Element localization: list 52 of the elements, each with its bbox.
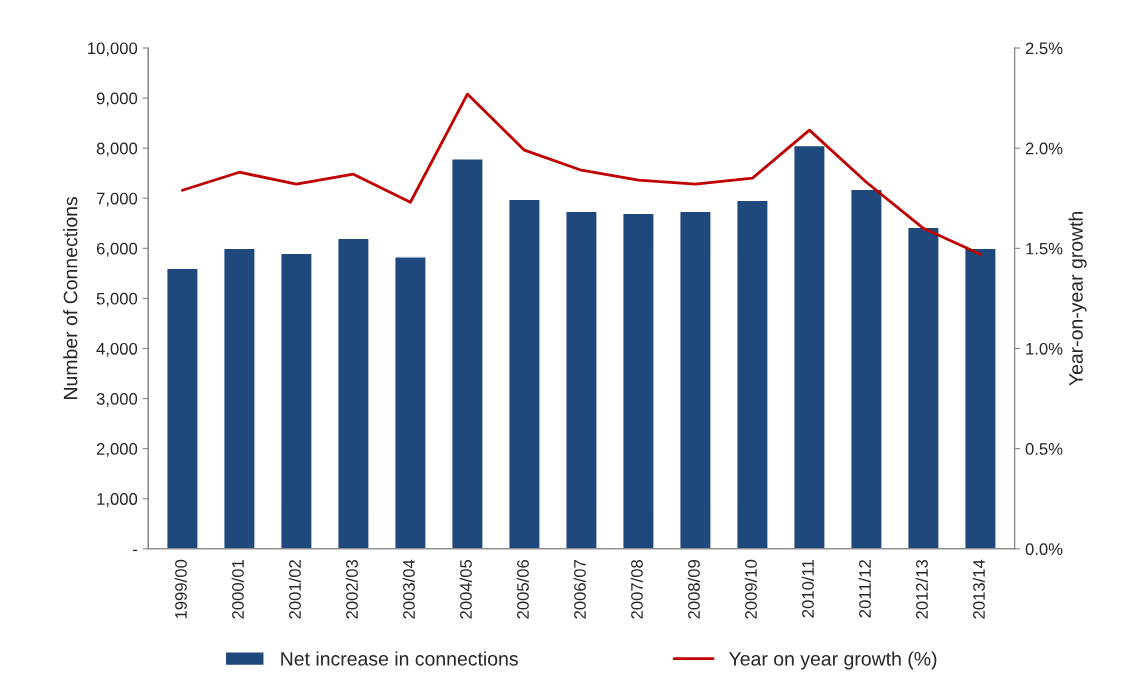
bar — [166, 267, 199, 549]
x-tick-label: 2007/08 — [630, 559, 643, 619]
x-tick-label: 2010/11 — [801, 560, 814, 618]
bar — [394, 256, 427, 549]
y2-tick-label: 1.5% — [1026, 242, 1063, 255]
bar — [736, 199, 769, 549]
bar — [508, 198, 541, 549]
y2-tick-label: 0.0% — [1025, 543, 1063, 555]
y2-tick-label: 0.5% — [1025, 443, 1063, 455]
y-tick-label: 6,000 — [96, 242, 138, 257]
x-tick-label: 2011/12 — [858, 560, 871, 618]
y-tick-label: 1,000 — [97, 493, 138, 507]
x-tick-label: 2005/06 — [516, 559, 529, 619]
bar — [280, 252, 313, 549]
x-tick-label: 2003/04 — [402, 559, 415, 619]
legend-label: Year on year growth (%) — [729, 651, 937, 670]
x-tick-label: 2009/10 — [744, 559, 757, 619]
bar — [907, 226, 940, 549]
y-tick-label: 2,000 — [96, 443, 138, 457]
y-tick-label: - — [132, 549, 138, 552]
y2-tick-label: 2.0% — [1025, 142, 1063, 155]
bar — [964, 247, 997, 549]
y-tick-label: 5,000 — [96, 292, 138, 307]
y-tick-label: 7,000 — [96, 192, 138, 207]
x-tick-label: 2002/03 — [345, 559, 358, 619]
legend-label: Net increase in connections — [281, 651, 518, 666]
line-series — [181, 92, 982, 256]
x-tick-label: 2012/13 — [915, 559, 928, 619]
x-tick-label: 2013/14 — [972, 559, 985, 619]
y-tick-label: 3,000 — [96, 392, 138, 407]
y-axis-title: Number of Connections — [63, 196, 78, 399]
x-tick-label: 2004/05 — [459, 559, 472, 619]
y-tick-label: 9,000 — [96, 92, 138, 107]
x-tick-label: 2006/07 — [573, 560, 586, 619]
x-tick-label: 2008/09 — [687, 560, 700, 619]
bar — [451, 157, 484, 549]
x-tick-label: 1999/00 — [174, 559, 187, 619]
y-tick-label: 10,000 — [88, 42, 138, 57]
x-tick-label: 2000/01 — [231, 560, 244, 619]
bar — [850, 188, 883, 549]
bar — [679, 210, 712, 549]
bar — [337, 237, 370, 549]
y2-tick-label: 2.5% — [1025, 42, 1063, 55]
bar — [793, 144, 826, 549]
y-tick-label: 8,000 — [96, 142, 138, 157]
bar — [565, 210, 598, 549]
y2-tick-label: 1.0% — [1026, 342, 1063, 355]
bar — [223, 247, 256, 549]
y2-axis-title: Year-on-year growth — [1068, 211, 1087, 386]
bar — [622, 212, 655, 549]
x-tick-label: 2001/02 — [288, 560, 301, 619]
y-tick-label: 4,000 — [96, 342, 138, 357]
